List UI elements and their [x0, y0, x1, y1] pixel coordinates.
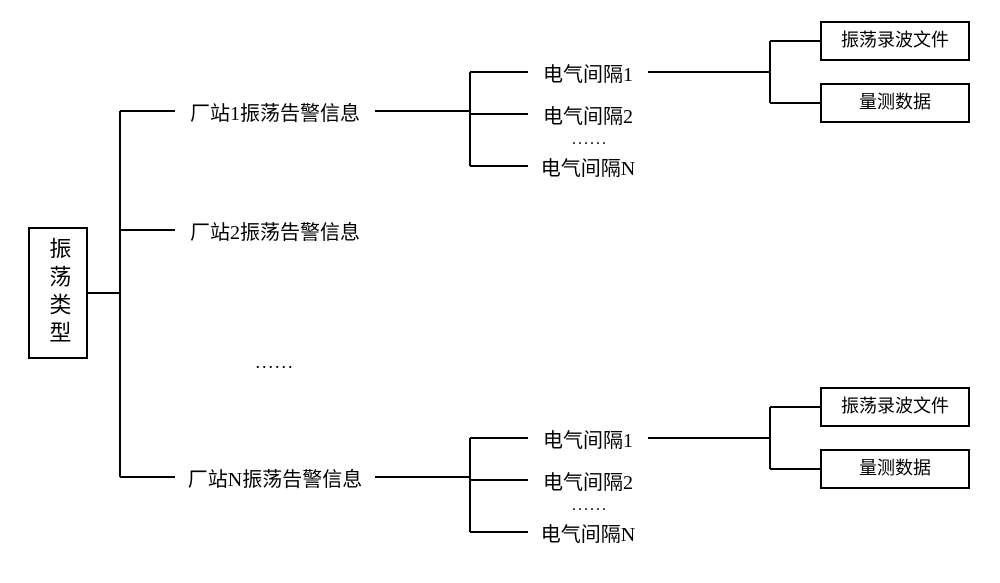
- leaf-bot-wave-label: 振荡录波文件: [841, 394, 949, 419]
- bay-top-ellipsis: ......: [550, 130, 630, 150]
- level1-ellipsis: ......: [225, 350, 325, 374]
- bay-bot-ellipsis: ......: [550, 496, 630, 516]
- bay-bot-n-label: 电气间隔N: [541, 518, 635, 547]
- bay-bot-1-label: 电气间隔1: [543, 424, 633, 453]
- root-node: 振荡类型: [28, 227, 88, 359]
- station-1-node: 厂站1振荡告警信息: [175, 96, 375, 126]
- leaf-top-meas: 量测数据: [820, 83, 970, 123]
- bay-bot-ellipsis-label: ......: [572, 497, 608, 515]
- bay-top-2-label: 电气间隔2: [543, 100, 633, 129]
- station-n-label: 厂站N振荡告警信息: [188, 463, 362, 492]
- bay-bot-2-label: 电气间隔2: [543, 466, 633, 495]
- leaf-bot-meas: 量测数据: [820, 449, 970, 489]
- leaf-top-wave-label: 振荡录波文件: [841, 28, 949, 53]
- bay-top-ellipsis-label: ......: [572, 131, 608, 149]
- station-1-label: 厂站1振荡告警信息: [190, 97, 360, 126]
- leaf-bot-wave: 振荡录波文件: [820, 387, 970, 427]
- leaf-top-wave: 振荡录波文件: [820, 21, 970, 61]
- bay-bot-2: 电气间隔2: [528, 466, 648, 494]
- bay-bot-1: 电气间隔1: [528, 424, 648, 452]
- bay-top-2: 电气间隔2: [528, 100, 648, 128]
- bay-top-n-label: 电气间隔N: [541, 152, 635, 181]
- root-label: 振荡类型: [43, 237, 74, 349]
- bay-bot-n: 电气间隔N: [528, 518, 648, 546]
- bay-top-1-label: 电气间隔1: [543, 58, 633, 87]
- station-n-node: 厂站N振荡告警信息: [175, 462, 375, 492]
- bay-top-1: 电气间隔1: [528, 58, 648, 86]
- leaf-top-meas-label: 量测数据: [859, 90, 931, 115]
- station-2-node: 厂站2振荡告警信息: [175, 215, 375, 245]
- bay-top-n: 电气间隔N: [528, 152, 648, 180]
- level1-ellipsis-label: ......: [256, 352, 295, 373]
- leaf-bot-meas-label: 量测数据: [859, 456, 931, 481]
- station-2-label: 厂站2振荡告警信息: [190, 216, 360, 245]
